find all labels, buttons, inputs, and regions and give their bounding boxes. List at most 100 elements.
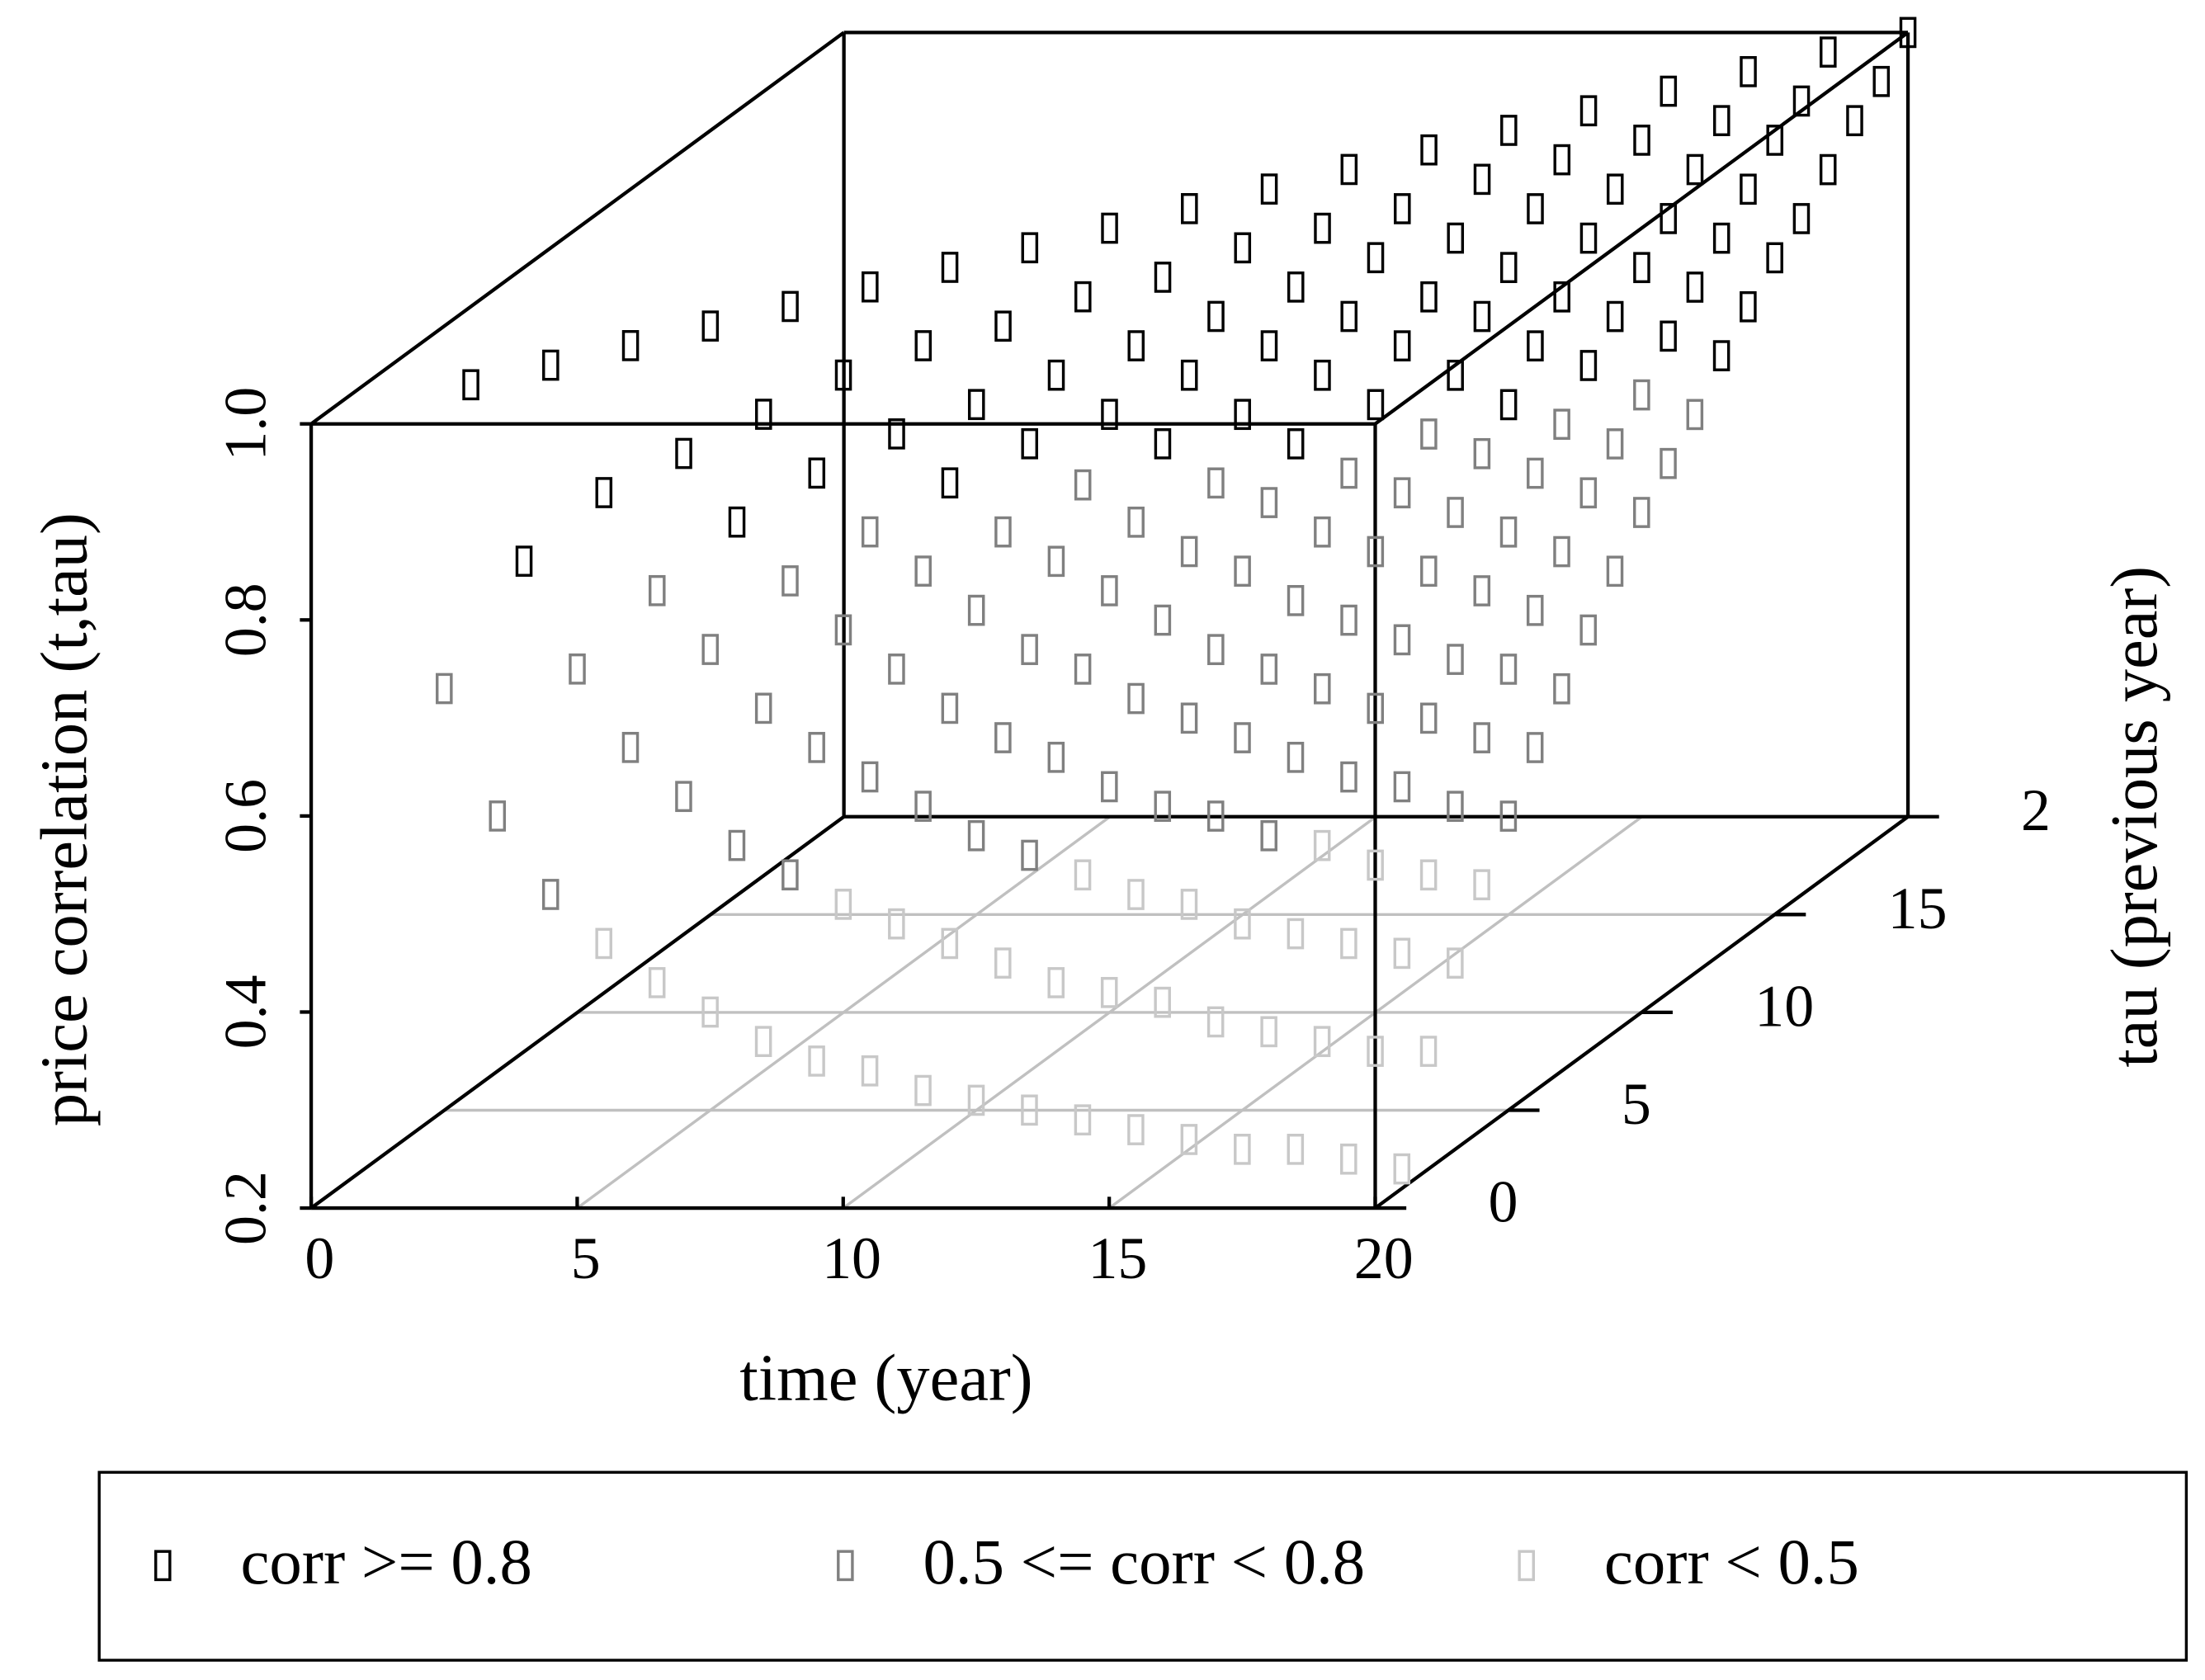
point: [515, 545, 533, 577]
point: [1260, 173, 1278, 205]
point: [1686, 271, 1704, 303]
point: [781, 859, 799, 891]
axis-line: [309, 815, 845, 1210]
point: [1180, 359, 1198, 391]
point: [781, 565, 799, 597]
point: [1394, 193, 1411, 224]
point: [701, 310, 720, 342]
point: [1287, 428, 1305, 460]
point: [1287, 1134, 1305, 1165]
point: [1419, 1036, 1438, 1067]
point: [862, 271, 879, 303]
point: [1660, 447, 1677, 479]
point: [1047, 359, 1065, 391]
point: [1712, 340, 1730, 371]
point: [1819, 153, 1837, 186]
point: [728, 829, 746, 861]
point: [1234, 1134, 1251, 1165]
point: [1447, 359, 1464, 391]
point: [755, 399, 772, 430]
point: [1473, 722, 1490, 753]
point: [1686, 153, 1704, 186]
axis-box: 0 5 10 15 20 0 5 10 15 2 0.2 0.4 0.6 0.8 1.0: [213, 31, 2051, 1291]
legend-label: corr < 0.5: [1604, 1527, 1859, 1598]
point: [1660, 320, 1677, 352]
point: [1499, 654, 1518, 685]
point: [1287, 741, 1305, 773]
point: [1340, 457, 1357, 489]
point: [1287, 271, 1305, 303]
point: [1021, 634, 1038, 665]
point: [1712, 222, 1730, 254]
y-axis-title: tau (previous year): [2098, 566, 2171, 1068]
point: [1180, 536, 1198, 568]
point: [1527, 193, 1544, 224]
point: [1206, 1006, 1225, 1038]
point: [1579, 222, 1598, 254]
point: [1367, 849, 1384, 881]
point: [1207, 467, 1225, 499]
point: [1260, 330, 1278, 361]
point: [994, 722, 1012, 753]
point: [648, 574, 666, 606]
point: [1207, 634, 1225, 666]
point: [1473, 300, 1491, 333]
y-tick-label: 2: [2021, 777, 2051, 843]
point: [595, 927, 612, 960]
point: [1154, 427, 1172, 460]
point: [1792, 203, 1811, 234]
point: [1473, 869, 1490, 901]
point: [1313, 829, 1331, 861]
point: [888, 908, 905, 940]
point: [1606, 428, 1624, 460]
point: [967, 389, 985, 421]
point: [1021, 427, 1039, 460]
point: [967, 594, 985, 626]
point: [436, 672, 453, 705]
point: [1899, 17, 1917, 49]
point: [1393, 1153, 1411, 1185]
point: [1260, 819, 1277, 852]
point: [1499, 516, 1518, 548]
point: [1340, 300, 1357, 333]
point: [888, 654, 905, 685]
point: [1180, 889, 1198, 920]
point: [1207, 300, 1225, 333]
point: [1154, 262, 1172, 293]
point: [1846, 105, 1863, 137]
point: [754, 692, 772, 724]
point: [1553, 281, 1570, 313]
point: [1740, 173, 1757, 205]
point: [1367, 389, 1385, 421]
point: [1473, 437, 1491, 470]
point: [1499, 800, 1518, 832]
point: [1553, 144, 1571, 176]
point: [941, 927, 959, 960]
point: [1340, 927, 1357, 960]
point: [1180, 1124, 1198, 1155]
point: [701, 634, 720, 665]
point: [1047, 967, 1065, 998]
point: [648, 967, 666, 998]
point: [621, 731, 640, 763]
point: [1340, 604, 1357, 636]
point: [489, 800, 507, 832]
x-tick-label: 10: [822, 1225, 881, 1291]
point: [1260, 654, 1278, 685]
point: [1260, 487, 1278, 518]
point: [1393, 330, 1411, 361]
point: [834, 359, 852, 391]
point: [1420, 418, 1438, 450]
point: [1447, 947, 1464, 979]
point: [1100, 976, 1118, 1008]
point: [1047, 741, 1065, 773]
point: [1527, 330, 1544, 362]
axis-line: [309, 31, 845, 426]
point: [621, 330, 640, 361]
point: [1419, 859, 1438, 891]
point: [1579, 614, 1597, 646]
point: [1074, 654, 1092, 685]
y-tick-label: 15: [1888, 875, 1948, 941]
point: [1420, 555, 1438, 588]
point: [1393, 624, 1411, 656]
